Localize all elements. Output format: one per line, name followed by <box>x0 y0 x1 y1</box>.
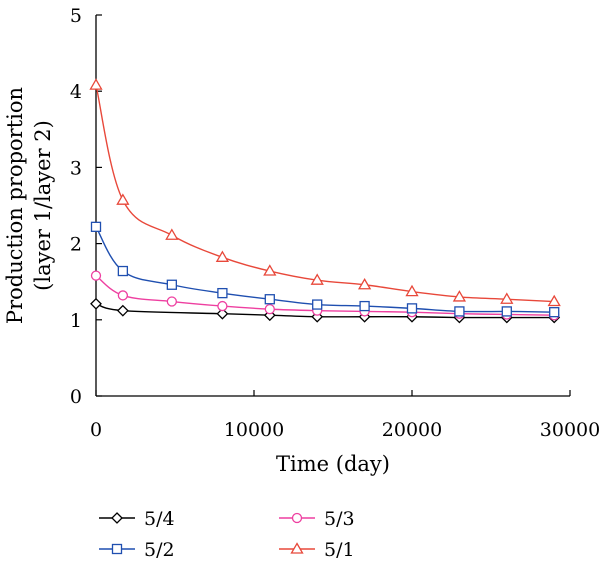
data-point <box>405 284 419 297</box>
x-tick-label: 20000 <box>382 419 442 441</box>
series-line <box>95 303 555 319</box>
legend-label: 5/3 <box>324 508 355 530</box>
data-point <box>359 300 370 312</box>
data-point <box>406 303 418 314</box>
data-point <box>217 300 228 312</box>
data-point <box>166 279 177 290</box>
data-point <box>90 297 102 310</box>
data-point <box>117 265 129 277</box>
legend-marker <box>111 512 123 524</box>
legend-item-5-2: 5/2 <box>99 539 175 561</box>
data-point <box>217 287 228 299</box>
legend-label: 5/2 <box>144 539 175 561</box>
legend-label: 5/4 <box>144 508 175 530</box>
legend-label: 5/1 <box>324 539 355 561</box>
legend: 5/4 5/3 5/2 5/1 <box>99 508 355 561</box>
series-line <box>95 226 555 313</box>
y-tick-label: 5 <box>70 5 82 27</box>
series-5-1 <box>89 78 561 307</box>
legend-item-5-4: 5/4 <box>99 508 175 530</box>
data-point <box>312 299 323 310</box>
legend-marker <box>111 543 123 555</box>
y-tick-label: 1 <box>70 310 82 332</box>
data-point <box>500 292 514 304</box>
data-point <box>216 307 229 320</box>
data-point <box>90 221 102 232</box>
data-point <box>547 294 561 307</box>
data-point <box>264 303 275 315</box>
series-line <box>95 84 555 303</box>
series-5-2 <box>90 221 560 318</box>
y-tick-label: 4 <box>70 81 82 103</box>
y-tick-label: 2 <box>70 234 82 256</box>
data-point <box>263 264 277 276</box>
data-point <box>117 290 129 301</box>
y-axis-title-line2: (layer 1/layer 2) <box>31 120 55 291</box>
y-tick-label: 3 <box>70 157 82 179</box>
data-point <box>166 296 177 307</box>
legend-item-5-3: 5/3 <box>279 508 355 530</box>
data-point <box>264 294 275 305</box>
legend-item-5-1: 5/1 <box>279 539 355 561</box>
data-point <box>501 306 512 317</box>
data-point <box>116 304 129 317</box>
x-tick-label: 0 <box>90 419 102 441</box>
x-tick-label: 30000 <box>540 419 600 441</box>
data-point <box>165 228 179 240</box>
x-tick-label: 10000 <box>224 419 284 441</box>
data-point <box>310 273 324 285</box>
legend-marker <box>291 512 303 524</box>
data-point <box>116 193 130 205</box>
data-point <box>357 277 372 290</box>
data-point <box>215 250 230 262</box>
series-layer <box>89 78 561 324</box>
data-point <box>90 270 102 281</box>
data-point <box>89 78 103 90</box>
y-axis-title-line1: Production proportion <box>3 87 27 324</box>
data-point <box>454 306 465 317</box>
y-tick-label: 0 <box>70 386 82 408</box>
x-axis-title: Time (day) <box>276 452 390 476</box>
data-point <box>452 290 467 302</box>
data-point <box>549 307 560 318</box>
legend-marker <box>290 542 304 554</box>
axes: 0 1 2 3 4 5 0 10000 20000 30000 <box>70 5 600 441</box>
